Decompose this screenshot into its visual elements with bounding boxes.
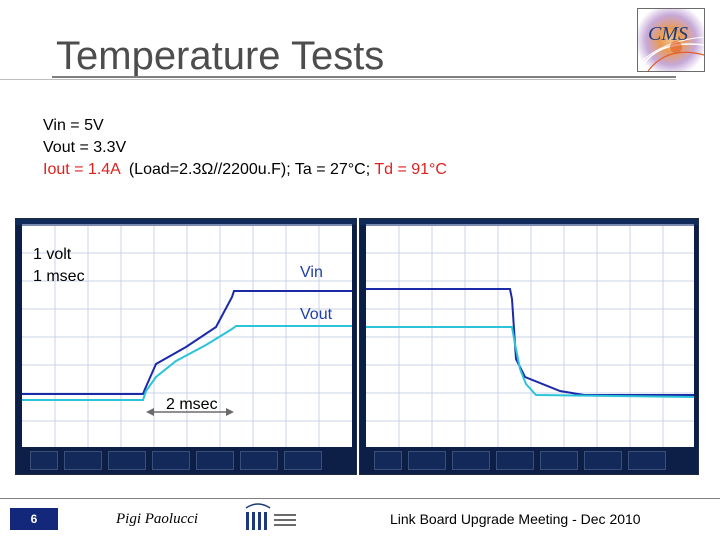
cms-logo-graphic: [639, 36, 704, 71]
load-text: (Load=2.3Ω//2200u.F); Ta = 27°C;: [119, 161, 375, 178]
two-msec-label: 2 msec: [166, 396, 218, 413]
author-name: Pigi Paolucci: [116, 511, 199, 527]
scope-footer: [360, 447, 698, 474]
two-msec-arrow: [146, 408, 234, 416]
vout-label: Vout: [300, 306, 333, 323]
scope-footer-cell: [108, 451, 146, 470]
iout-text: Iout = 1.4A: [43, 161, 120, 178]
title-rule-thin: [0, 79, 676, 80]
scope-footer-cell: [584, 451, 622, 470]
scope-footer: [16, 447, 356, 474]
slide-title: Temperature Tests: [56, 34, 385, 78]
volt-per-div-label: 1 volt: [33, 246, 72, 263]
cms-logo-text: CMS: [648, 23, 688, 45]
scope-capture-right: [359, 218, 699, 475]
scope-footer-cell: [284, 451, 322, 470]
vin-label: Vin: [300, 264, 323, 281]
scope-capture-left: [15, 218, 357, 475]
scope-header: [16, 219, 356, 225]
scope-footer-cell: [196, 451, 234, 470]
scope-footer-cell: [374, 451, 402, 470]
scope-header: [360, 219, 698, 225]
time-per-div-label: 1 msec: [33, 268, 85, 285]
scope-footer-cell: [64, 451, 102, 470]
title-bar: [52, 36, 572, 78]
scope-footer-cell: [240, 451, 278, 470]
meeting-footer: Link Board Upgrade Meeting - Dec 2010: [390, 511, 641, 527]
scope-footer-cell: [496, 451, 534, 470]
scope-footer-cell: [628, 451, 666, 470]
title-rule: [52, 76, 676, 78]
vin-line: Vin = 5V: [43, 117, 104, 134]
load-line: Iout = 1.4A (Load=2.3Ω//2200u.F); Ta = 2…: [43, 159, 447, 181]
vout-line: Vout = 3.3V: [43, 139, 127, 156]
cms-logo: CMS: [637, 8, 705, 72]
page-number: 6: [10, 508, 58, 530]
scope-footer-cell: [452, 451, 490, 470]
scope-traces-right: [366, 224, 695, 450]
scope-footer-cell: [408, 451, 446, 470]
scope-footer-cell: [30, 451, 58, 470]
test-conditions: Vin = 5V Vout = 3.3V Iout = 1.4A (Load=2…: [43, 115, 447, 181]
scope-footer-cell: [152, 451, 190, 470]
footer-rule: [0, 498, 720, 499]
td-text: Td = 91°C: [374, 161, 447, 178]
scope-footer-cell: [540, 451, 578, 470]
infn-logo: [245, 503, 296, 530]
